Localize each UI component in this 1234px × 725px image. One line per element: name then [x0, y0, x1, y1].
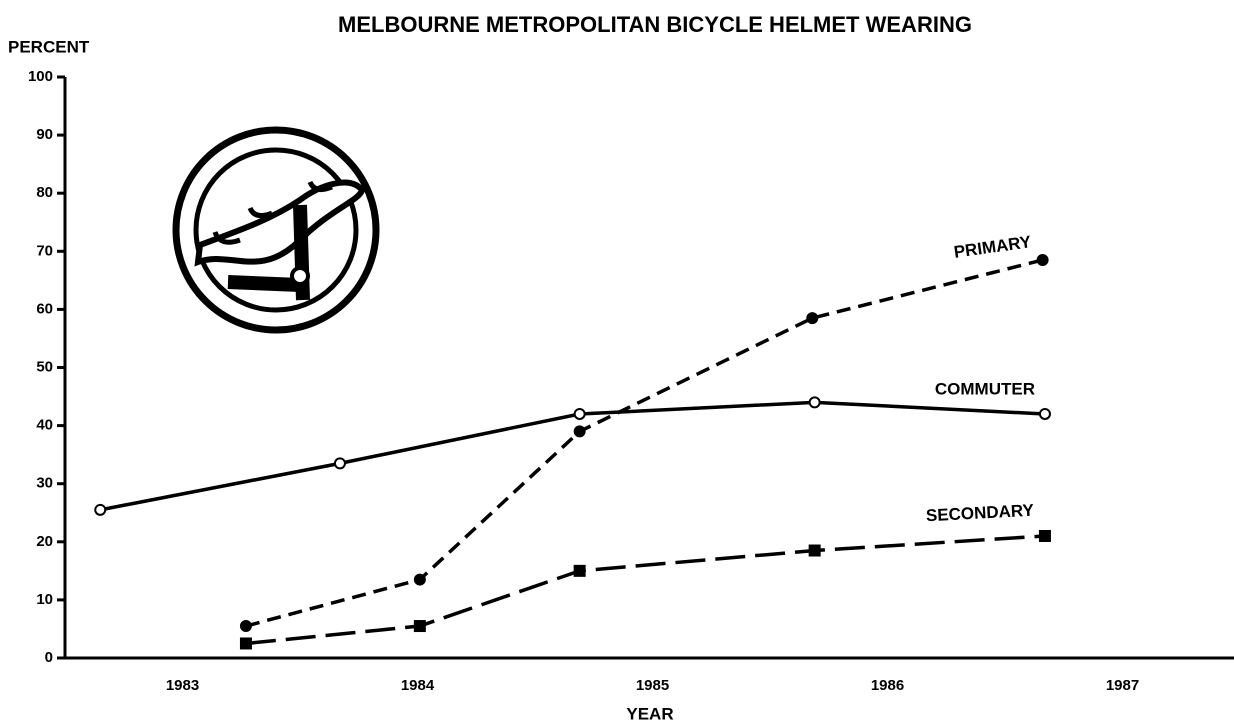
y-tick-label: 70 — [36, 242, 53, 259]
point — [1038, 407, 1051, 420]
y-tick-label: 100 — [28, 68, 53, 85]
point — [806, 312, 819, 325]
point — [808, 544, 821, 557]
point — [333, 457, 346, 470]
x-tick-label: 1983 — [166, 677, 199, 694]
y-tick-label: 90 — [36, 126, 53, 143]
y-tick-label: 30 — [36, 475, 53, 492]
y-tick-label: 80 — [36, 184, 53, 201]
x-tick-label: 1984 — [401, 677, 435, 694]
point — [413, 573, 426, 586]
helmet-icon — [172, 126, 380, 334]
series-line — [245, 258, 1044, 628]
y-tick-label: 0 — [45, 649, 53, 666]
y-tick-label: 20 — [36, 533, 53, 550]
point — [1036, 254, 1049, 267]
y-tick-label: 10 — [36, 591, 53, 608]
series-line — [245, 534, 1046, 646]
point — [94, 503, 107, 516]
point — [239, 620, 252, 633]
point — [808, 396, 821, 409]
y-tick-label: 40 — [36, 417, 53, 434]
chart-title: MELBOURNE METROPOLITAN BICYCLE HELMET WE… — [338, 12, 972, 37]
point — [573, 425, 586, 438]
series-label: PRIMARY — [953, 232, 1033, 262]
x-tick-label: 1987 — [1106, 677, 1139, 694]
point — [1038, 529, 1051, 542]
series-line — [99, 400, 1046, 512]
point — [413, 620, 426, 633]
series-label: COMMUTER — [935, 379, 1035, 398]
point — [239, 637, 252, 650]
y-tick-label: 60 — [36, 300, 53, 317]
series-label: SECONDARY — [925, 501, 1034, 526]
y-tick-label: 50 — [36, 358, 53, 375]
point — [573, 407, 586, 420]
x-axis-label: YEAR — [626, 704, 673, 723]
y-axis-label: PERCENT — [8, 37, 90, 56]
x-tick-label: 1985 — [636, 677, 669, 694]
x-tick-label: 1986 — [871, 677, 904, 694]
point — [573, 564, 586, 577]
